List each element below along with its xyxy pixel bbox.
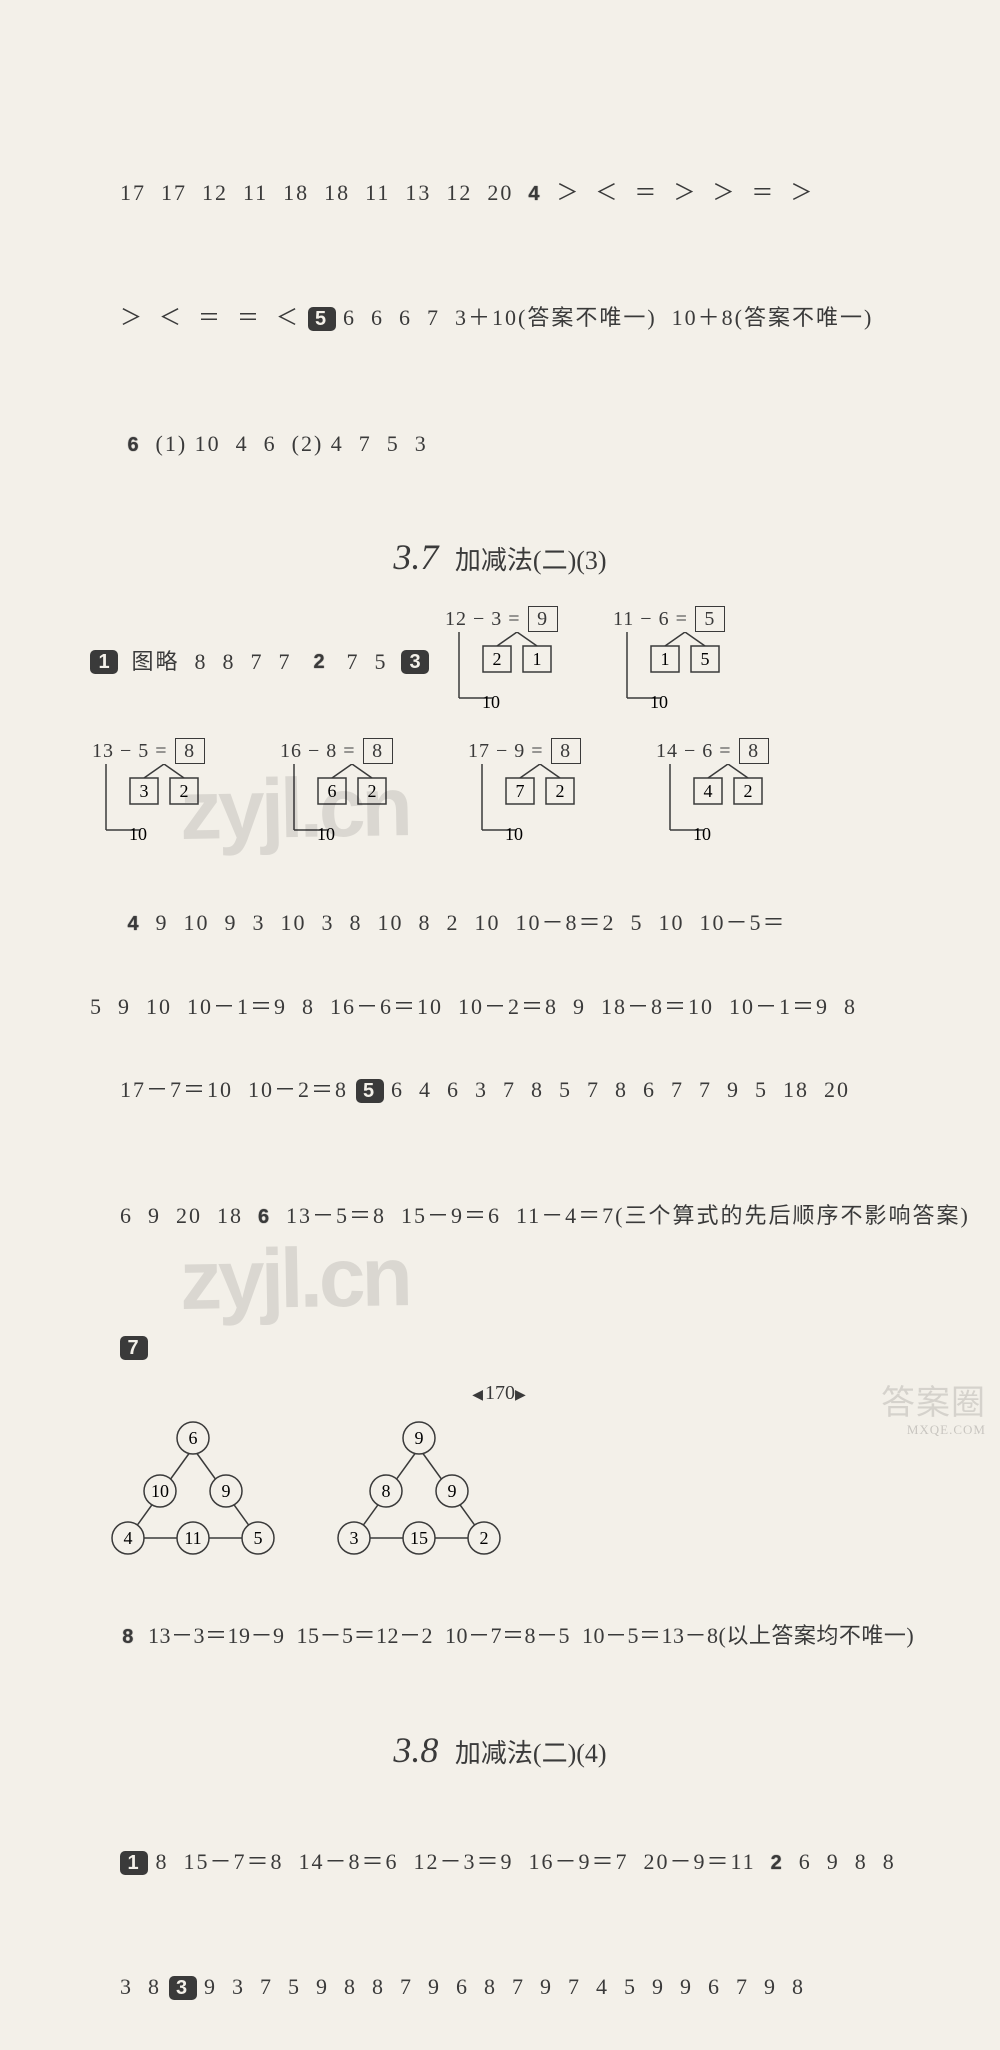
top-line-2-syms: ＞ ＜ ＝ ＝ ＜	[120, 305, 308, 330]
svg-text:10: 10	[129, 824, 147, 842]
decomp-12-3: 12 − 3 = 9 2 1 10	[445, 606, 595, 710]
svg-text:10: 10	[317, 824, 335, 842]
svg-text:15: 15	[410, 1528, 428, 1548]
svg-text:10: 10	[693, 824, 711, 842]
svg-text:10: 10	[482, 692, 500, 710]
corner-url: MXQE.COM	[907, 1422, 986, 1437]
qnum-4: 4	[521, 182, 549, 206]
corner-brand: 答案圈	[881, 1385, 986, 1422]
svg-text:1: 1	[661, 649, 670, 669]
page-number: ◀170▶	[0, 1382, 1000, 1405]
page: 17 17 12 11 18 18 11 13 12 20 4 ＞ ＜ ＝ ＞ …	[0, 0, 1000, 1451]
q4-line3: 17－7＝10 10－2＝8 5 6 4 6 3 7 8 5 7 8 6 7 7…	[90, 1027, 910, 1152]
q4-line1: 4 9 10 9 3 10 3 8 10 8 2 10 10－8＝2 5 10 …	[90, 860, 910, 985]
q4-line2: 5 9 10 10－1＝9 8 16－6＝10 10－2＝8 9 18－8＝10…	[90, 986, 910, 1028]
decomp-14-6: 14 − 6 = 8 4 2 10	[656, 738, 806, 842]
qnum-6b: 6	[251, 1205, 279, 1229]
qnum-6: 6	[120, 433, 148, 457]
svg-text:1: 1	[533, 649, 542, 669]
svg-text:5: 5	[701, 649, 710, 669]
svg-text:6: 6	[189, 1428, 198, 1448]
section-3-7-title: 3.7 加减法(二)(3)	[90, 536, 910, 578]
qnum-1b: 1	[120, 1851, 148, 1875]
svg-text:2: 2	[493, 649, 502, 669]
svg-text:9: 9	[448, 1481, 457, 1501]
corner-watermark: 答案圈 MXQE.COM	[881, 1385, 986, 1437]
section-3-8-number: 3.8	[393, 1730, 438, 1770]
top-line-3-rest: (1) 10 4 6 (2) 4 7 5 3	[148, 431, 428, 456]
top-line-2-rest: 6 6 6 7 3＋10(答案不唯一) 10＋8(答案不唯一)	[336, 305, 874, 330]
svg-text:2: 2	[556, 781, 565, 801]
page-marker-right-icon: ▶	[515, 1388, 528, 1403]
section-3-7-text: 加减法(二)(3)	[455, 546, 607, 575]
top-line-1-syms: ＞ ＜ ＝ ＞ ＞ ＝ ＞	[549, 180, 815, 205]
qnum-3: 3	[401, 650, 429, 674]
svg-text:10: 10	[650, 692, 668, 710]
svg-text:2: 2	[744, 781, 753, 801]
svg-text:3: 3	[140, 781, 149, 801]
svg-text:7: 7	[516, 781, 525, 801]
qnum-5: 5	[308, 307, 336, 331]
qnum-7: 7	[120, 1336, 148, 1360]
page-marker-left-icon: ◀	[472, 1388, 485, 1403]
section-3-8-text: 加减法(二)(4)	[455, 1739, 607, 1768]
section-3-8-title: 3.8 加减法(二)(4)	[90, 1729, 910, 1771]
svg-text:4: 4	[124, 1528, 133, 1548]
qnum-2b: 2	[763, 1851, 791, 1875]
svg-text:11: 11	[184, 1528, 201, 1548]
svg-text:2: 2	[480, 1528, 489, 1548]
s38-line2: 3 8 3 9 3 7 5 9 8 8 7 9 6 8 7 9 7 4 5 9 …	[90, 1924, 910, 2049]
qnum-3b: 3	[169, 1976, 197, 2000]
top-line-1-nums: 17 17 12 11 18 18 11 13 12 20	[120, 180, 521, 205]
top-line-1: 17 17 12 11 18 18 11 13 12 20 4 ＞ ＜ ＝ ＞ …	[90, 130, 910, 255]
svg-text:10: 10	[505, 824, 523, 842]
svg-text:10: 10	[151, 1481, 169, 1501]
decomp-17-9: 17 − 9 = 8 7 2 10	[468, 738, 618, 842]
qnum-2: 2	[305, 650, 333, 674]
decomp-11-6: 11 − 6 = 5 1 5 10	[613, 606, 763, 710]
qnum-5b: 5	[356, 1079, 384, 1103]
decomp-16-8: 16 − 8 = 8 6 2 10	[280, 738, 430, 842]
q1-q3-lead: 1 图略 8 8 7 7 2 7 5 3	[90, 641, 429, 683]
triangles: 6 10 9 4 11 5 9 8	[98, 1416, 910, 1556]
q8-line: 8 13－3＝19－9 15－5＝12－2 10－7＝8－5 10－5＝13－8…	[90, 1574, 910, 1699]
svg-text:2: 2	[368, 781, 377, 801]
svg-text:5: 5	[254, 1528, 263, 1548]
decomp-row-2: 13 − 5 = 8 3 2 10 16 − 8 = 8	[90, 738, 910, 842]
triangle-1: 6 10 9 4 11 5	[98, 1416, 288, 1556]
svg-text:9: 9	[222, 1481, 231, 1501]
svg-text:9: 9	[415, 1428, 424, 1448]
qnum-1: 1	[90, 650, 118, 674]
svg-text:8: 8	[382, 1481, 391, 1501]
triangle-2: 9 8 9 3 15 2	[324, 1416, 514, 1556]
section-3-7-number: 3.7	[393, 537, 438, 577]
svg-text:3: 3	[350, 1528, 359, 1548]
q4-line4: 6 9 20 18 6 13－5＝8 15－9＝6 11－4＝7(三个算式的先后…	[90, 1153, 910, 1278]
top-line-2: ＞ ＜ ＝ ＝ ＜ 5 6 6 6 7 3＋10(答案不唯一) 10＋8(答案不…	[90, 255, 910, 380]
row-q1-q3: 1 图略 8 8 7 7 2 7 5 3 12 − 3 = 9 2	[90, 606, 910, 710]
svg-text:2: 2	[180, 781, 189, 801]
top-line-3: 6 (1) 10 4 6 (2) 4 7 5 3	[90, 381, 910, 506]
q1-text: 图略 8 8 7 7	[124, 641, 299, 683]
qnum-8: 8	[114, 1625, 142, 1649]
decomp-13-5: 13 − 5 = 8 3 2 10	[92, 738, 242, 842]
svg-text:6: 6	[328, 781, 337, 801]
s38-line1: 1 8 15－7＝8 14－8＝6 12－3＝9 16－9＝7 20－9＝11 …	[90, 1799, 910, 1924]
q2-text: 7 5	[339, 641, 395, 683]
svg-text:4: 4	[704, 781, 713, 801]
qnum-4b: 4	[120, 912, 148, 936]
